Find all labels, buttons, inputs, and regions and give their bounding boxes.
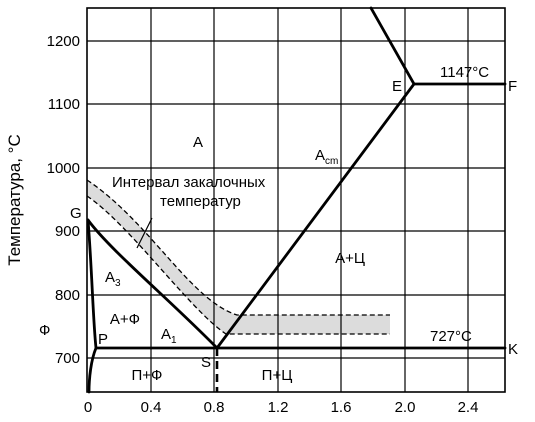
region-pearlite-cementite: П+Ц bbox=[262, 367, 293, 384]
x-tick-label: 1.2 bbox=[268, 399, 289, 416]
grid-vertical bbox=[150, 8, 469, 392]
point-label-k: K bbox=[508, 341, 518, 358]
hardening-interval-band bbox=[87, 180, 390, 334]
line-label-a3: A3 bbox=[105, 269, 121, 289]
y-tick-label: 1200 bbox=[47, 33, 80, 50]
region-austenite-ferrite: А+Ф bbox=[110, 311, 140, 328]
region-austenite: А bbox=[193, 134, 203, 151]
temperature-label-eutectoid: 727°С bbox=[430, 328, 472, 345]
x-tick-label: 2.0 bbox=[395, 399, 416, 416]
x-tick-label: 1.6 bbox=[331, 399, 352, 416]
y-tick-label: 1000 bbox=[47, 160, 80, 177]
x-tick-label: 0.8 bbox=[204, 399, 225, 416]
point-label-p: P bbox=[98, 331, 108, 348]
line-a3 bbox=[86, 218, 219, 350]
line-gp bbox=[86, 218, 98, 350]
plot-frame bbox=[86, 7, 506, 393]
annotation-line-2: температур bbox=[160, 193, 241, 210]
region-austenite-cementite: А+Ц bbox=[335, 250, 365, 267]
hardening-interval-lower-edge bbox=[86, 195, 390, 335]
line-acm-upper bbox=[369, 6, 416, 86]
point-label-g: G bbox=[70, 205, 82, 222]
annotation-arrow bbox=[136, 217, 153, 249]
y-axis-label: Температура, °C bbox=[5, 134, 24, 265]
x-tick-label: 2.4 bbox=[458, 399, 479, 416]
y-tick-label: 800 bbox=[55, 287, 80, 304]
x-tick-labels: 0 0.4 0.8 1.2 1.6 2.0 2.4 bbox=[84, 399, 479, 416]
temperature-label-eutectic: 1147°С bbox=[440, 64, 489, 81]
line-label-a1: A1 bbox=[161, 326, 177, 346]
line-pq bbox=[87, 346, 98, 394]
point-label-e: E bbox=[392, 78, 402, 95]
x-tick-label: 0 bbox=[84, 399, 92, 416]
y-tick-label: 900 bbox=[55, 223, 80, 240]
phase-lines bbox=[86, 6, 507, 394]
line-label-acm: Acm bbox=[315, 147, 338, 167]
annotation-line-1: Интервал закалочных bbox=[112, 174, 266, 191]
grid-horizontal bbox=[87, 40, 505, 359]
y-tick-label: 700 bbox=[55, 350, 80, 367]
hardening-interval-upper-edge bbox=[86, 179, 390, 316]
y-tick-labels: 1200 1100 1000 900 800 700 bbox=[47, 33, 80, 367]
x-tick-label: 0.4 bbox=[141, 399, 162, 416]
region-ferrite: Ф bbox=[39, 322, 50, 339]
region-pearlite-ferrite: П+Ф bbox=[132, 367, 163, 384]
y-tick-label: 1100 bbox=[48, 96, 80, 113]
point-label-f: F bbox=[508, 78, 517, 95]
point-label-s: S bbox=[201, 354, 211, 371]
line-acm bbox=[215, 82, 416, 350]
